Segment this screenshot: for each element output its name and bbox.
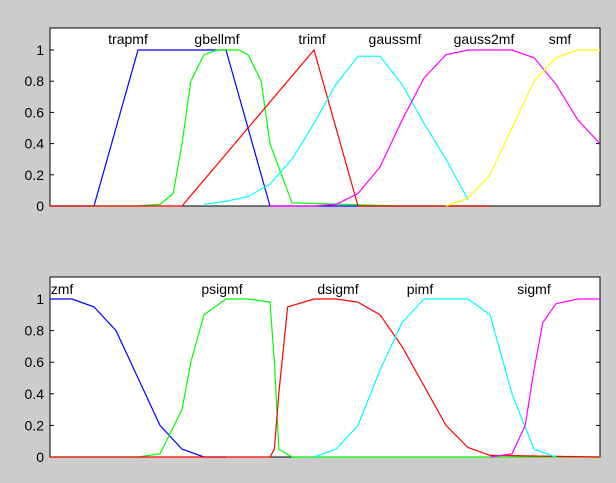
y-tick-label: 0.4: [25, 136, 45, 152]
annotation-trimf: trimf: [298, 31, 325, 47]
annotation-gbellmf: gbellmf: [194, 31, 239, 47]
y-tick-label: 0.8: [25, 73, 45, 89]
y-tick-label: 0.4: [25, 386, 45, 402]
series-line-dsigmf: [50, 298, 601, 458]
series-line-trimf: [50, 48, 490, 207]
series-line-zmf: [50, 298, 226, 458]
series-line-sigmf: [489, 298, 600, 458]
y-tick-label: 1: [36, 42, 44, 58]
annotation-trapmf: trapmf: [108, 31, 148, 47]
series-line-gaussmf: [203, 55, 469, 205]
annotation-psigmf: psigmf: [201, 281, 242, 297]
y-tick-label: 0.8: [25, 323, 45, 339]
axes-box: [49, 27, 601, 207]
series-line-smf: [445, 49, 600, 207]
series-line-psigmf: [50, 298, 600, 458]
series-line-gauss2mf: [270, 49, 601, 207]
annotation-gauss2mf: gauss2mf: [454, 31, 515, 47]
y-tick-label: 1: [36, 291, 44, 307]
annotation-sigmf: sigmf: [517, 281, 551, 297]
y-tick-label: 0.2: [25, 167, 45, 183]
y-tick-label: 0.6: [25, 104, 45, 120]
annotation-smf: smf: [549, 31, 572, 47]
annotation-gaussmf: gaussmf: [369, 31, 422, 47]
y-tick-label: 0: [36, 449, 44, 465]
annotation-pimf: pimf: [407, 281, 434, 297]
chart-panel-1: 0 0.2 0.4 0.6 0.8 1 trapmf gbellmf trimf gaussmf g…: [25, 27, 601, 214]
series-line-pimf: [313, 298, 557, 458]
y-tick-label: 0.2: [25, 417, 45, 433]
chart-panel-2: 0 0.2 0.4 0.6 0.8 1 zmf psigmf dsigmf pimf sigmf: [25, 276, 601, 465]
y-tick-label: 0: [36, 198, 44, 214]
axes-box: [49, 276, 601, 458]
series-line-gbellmf: [50, 49, 490, 207]
annotation-zmf: zmf: [51, 281, 74, 297]
annotation-dsigmf: dsigmf: [317, 281, 358, 297]
y-tick-label: 0.6: [25, 354, 45, 370]
